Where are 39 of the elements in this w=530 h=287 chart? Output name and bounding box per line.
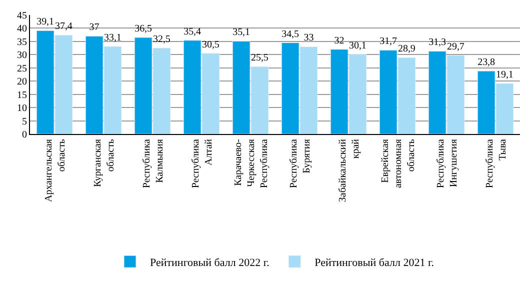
data-label: 35,1 <box>232 27 250 38</box>
y-tick-label: 40 <box>17 24 27 35</box>
data-label: 31,7 <box>380 36 398 48</box>
x-tick-label: Архангельская область <box>43 138 68 202</box>
data-label: 25,5 <box>250 52 268 64</box>
y-tick-label: 35 <box>17 36 27 48</box>
data-label: 36,5 <box>134 23 152 34</box>
data-label: 19,1 <box>496 69 514 80</box>
data-label: 33 <box>304 32 314 44</box>
data-label: 35,4 <box>184 26 202 38</box>
data-label: 37 <box>89 22 100 34</box>
y-tick-label: 20 <box>17 76 27 88</box>
data-label: 39,1 <box>36 16 54 28</box>
y-tick-label: 45 <box>17 10 27 22</box>
data-label: 30,1 <box>348 40 366 52</box>
y-tick-label: 30 <box>17 50 27 62</box>
data-label: 37,4 <box>54 21 72 32</box>
y-tick-label: 15 <box>17 90 27 101</box>
y-tick-label: 5 <box>22 116 27 128</box>
legend-label: Рейтинговый балл 2022 г. <box>150 256 270 269</box>
data-label: 32,5 <box>152 34 170 46</box>
x-tick-label: Карачаево- Черкесская Республика <box>232 138 270 188</box>
y-tick-label: 10 <box>17 103 27 114</box>
data-label: 29,7 <box>446 41 464 52</box>
data-label: 32 <box>334 35 344 46</box>
x-tick-label: Республика Алтай <box>190 138 214 188</box>
data-label: 31,3 <box>428 37 446 48</box>
data-label: 28,9 <box>398 44 416 55</box>
y-tick-label: 0 <box>22 130 27 140</box>
x-tick-label: Забайкальский край <box>337 138 362 202</box>
data-label: 23,8 <box>478 57 496 68</box>
x-tick-label: Курганская область <box>92 138 116 187</box>
data-label: 33,1 <box>104 32 122 44</box>
x-tick-label: Республика Бурятия <box>288 138 312 188</box>
data-label: 30,5 <box>202 39 220 50</box>
legend-label: Рейтинговый балл 2021 г. <box>314 256 434 269</box>
x-tick-label: Республика Тыва <box>484 138 508 188</box>
data-label: 34,5 <box>282 28 300 40</box>
y-tick-label: 25 <box>17 63 27 74</box>
